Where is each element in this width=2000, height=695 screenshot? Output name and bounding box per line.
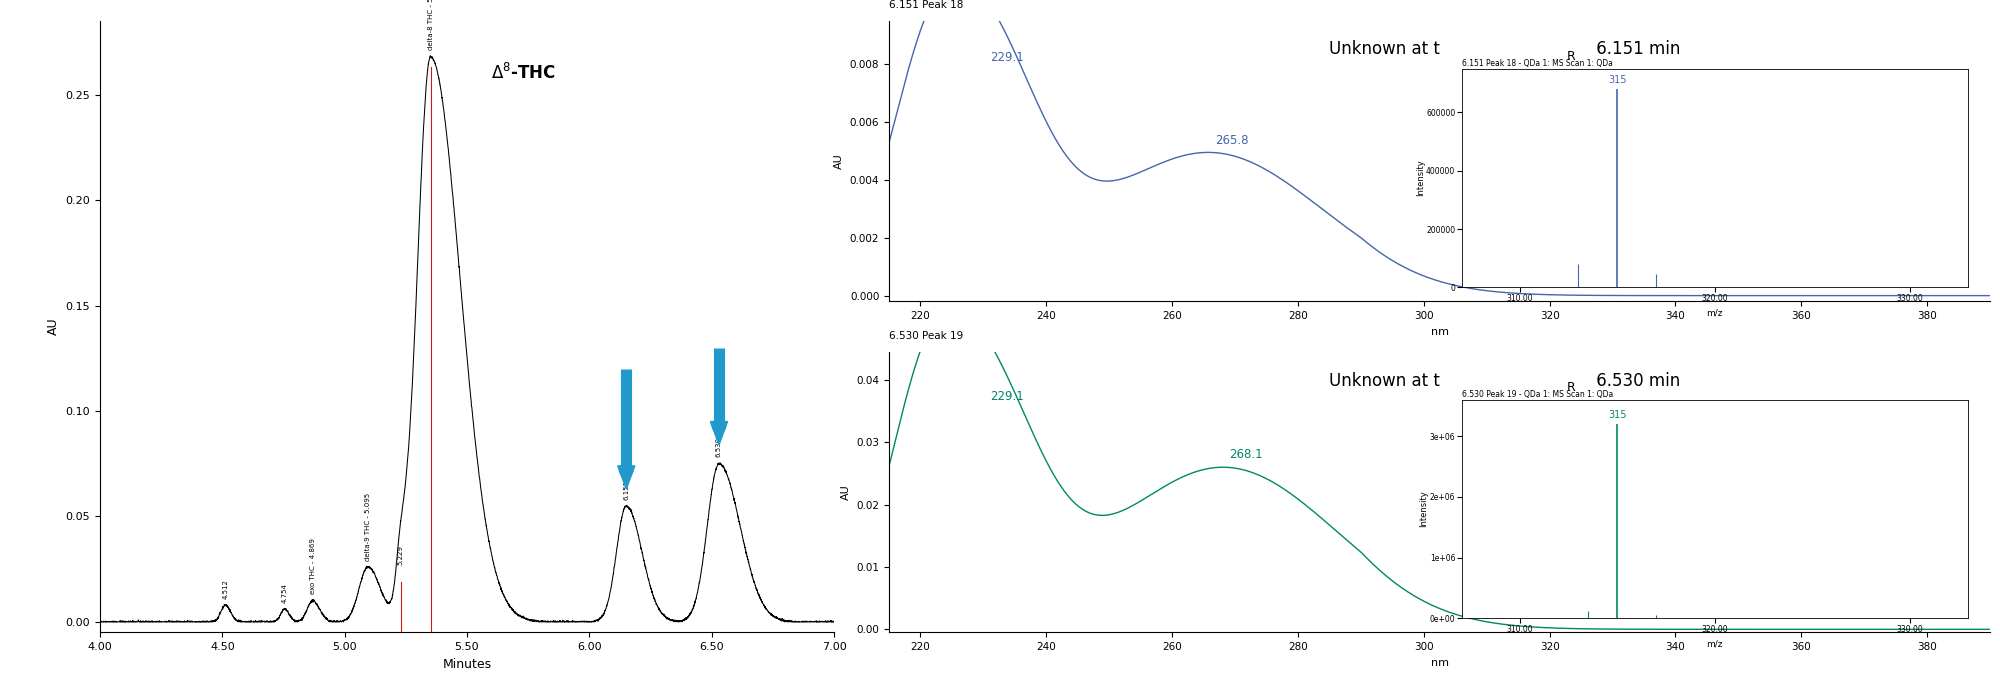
Text: 6.151: 6.151 [624,480,630,500]
X-axis label: nm: nm [1430,657,1448,668]
Y-axis label: AU: AU [834,154,844,169]
X-axis label: Minutes: Minutes [442,657,492,671]
Text: 4.512: 4.512 [222,579,228,598]
Text: 6.151 Peak 18: 6.151 Peak 18 [890,0,964,10]
Text: 6.530 min: 6.530 min [1592,372,1680,389]
Y-axis label: AU: AU [46,318,60,336]
Text: R: R [1568,50,1576,63]
X-axis label: nm: nm [1430,327,1448,336]
Text: delta-9 THC - 5.095: delta-9 THC - 5.095 [364,493,370,561]
Text: 4.754: 4.754 [282,583,288,603]
Polygon shape [618,466,634,489]
Text: 265.8: 265.8 [1214,133,1248,147]
Y-axis label: AU: AU [840,484,850,500]
Text: Unknown at t: Unknown at t [1330,372,1440,389]
Text: 229.1: 229.1 [990,51,1024,64]
Text: exo THC - 4.869: exo THC - 4.869 [310,539,316,594]
Text: $\Delta^8$-THC: $\Delta^8$-THC [492,63,556,83]
Text: 6.151 min: 6.151 min [1592,40,1680,58]
Text: 6.530 Peak 19: 6.530 Peak 19 [890,331,964,341]
Text: 5.229: 5.229 [398,545,404,565]
Text: 268.1: 268.1 [1230,448,1264,461]
Text: R: R [1568,382,1576,394]
Text: 229.1: 229.1 [990,390,1024,403]
Text: Unknown at t: Unknown at t [1330,40,1440,58]
Text: delta-8 THC - 5.351: delta-8 THC - 5.351 [428,0,434,50]
Text: 6.530: 6.530 [716,437,722,457]
Polygon shape [710,422,728,445]
